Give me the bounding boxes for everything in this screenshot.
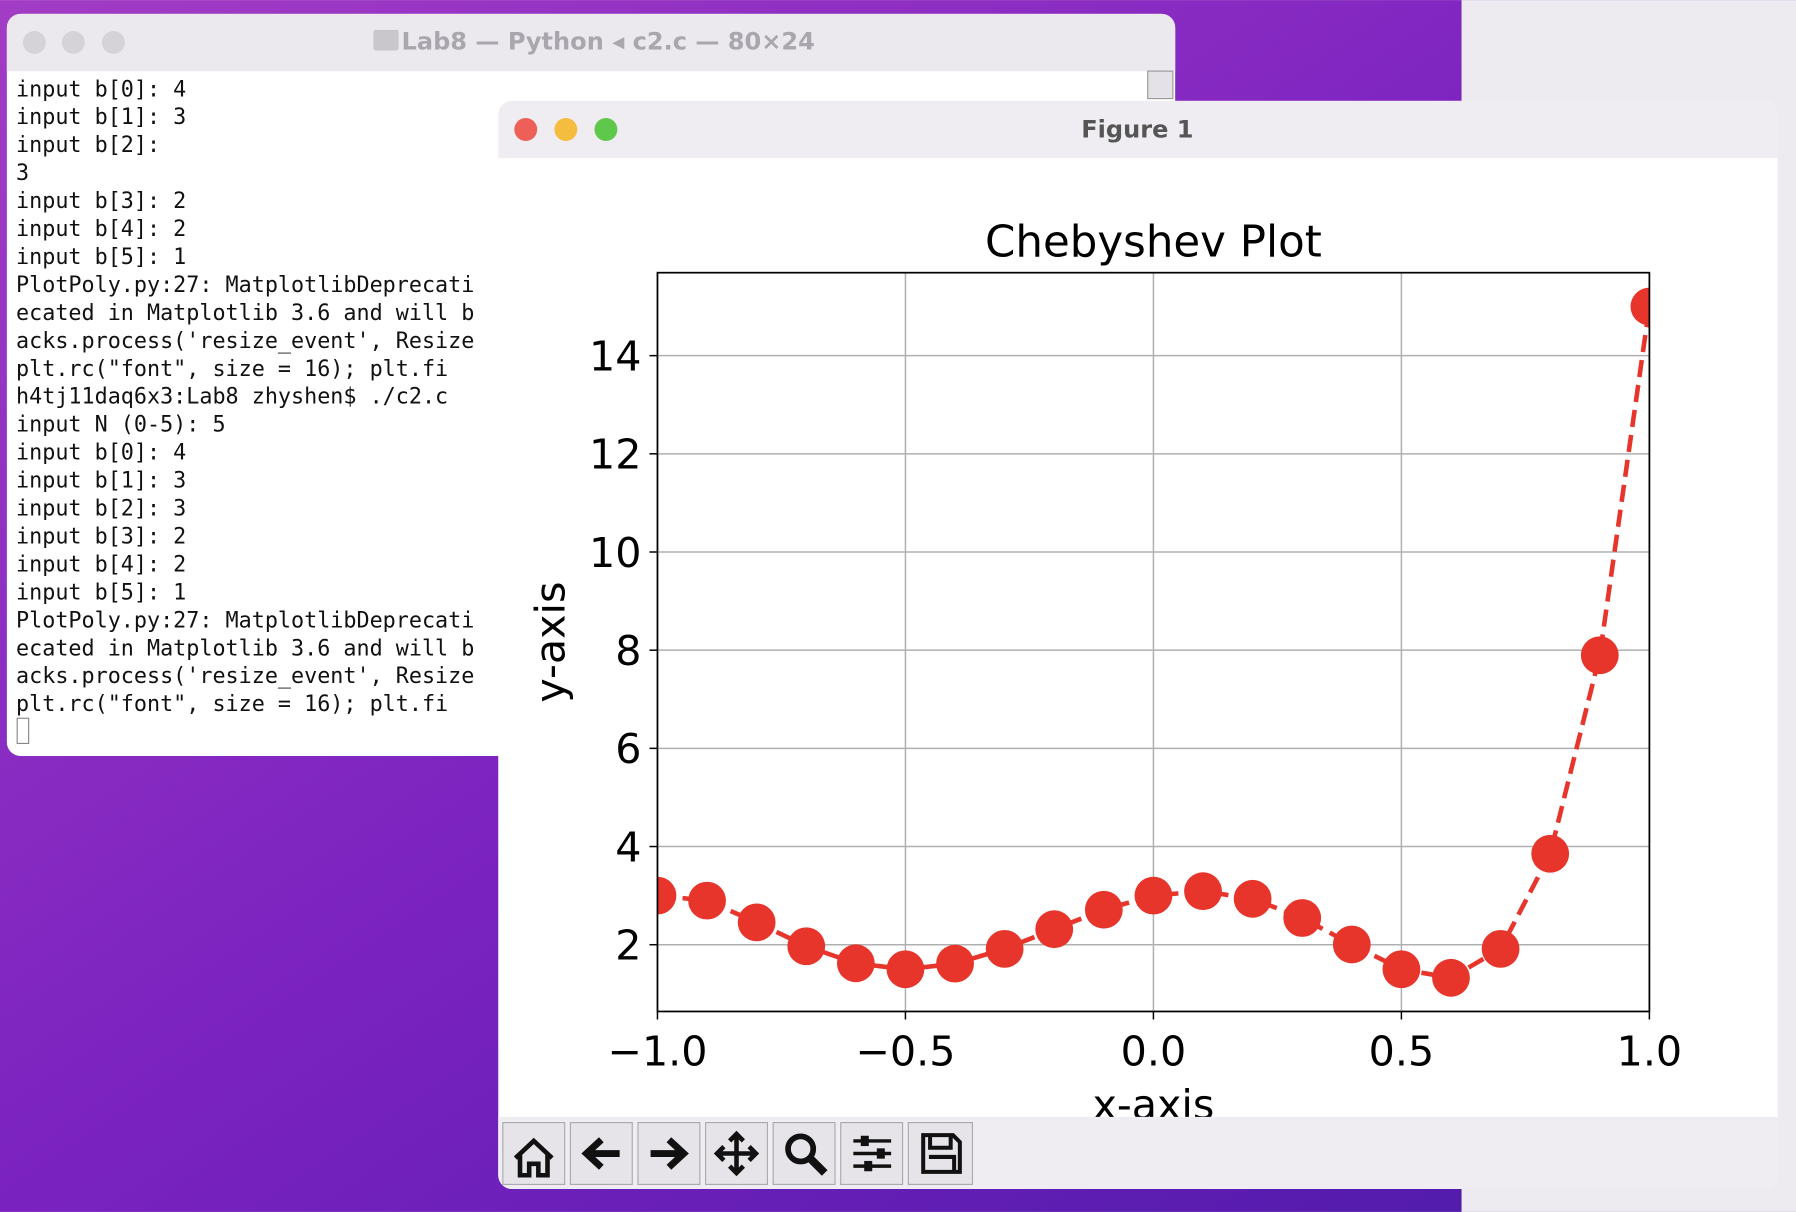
terminal-line: 3 [16, 161, 29, 186]
close-button[interactable] [514, 118, 538, 141]
terminal-line: input b[4]: 2 [16, 552, 186, 577]
data-point [737, 903, 776, 942]
slider [864, 1160, 873, 1172]
terminal-line: input b[1]: 3 [16, 105, 186, 130]
slider [876, 1148, 885, 1159]
data-point [1233, 879, 1272, 918]
terminal-line: ecated in Matplotlib 3.6 and will b [16, 636, 474, 661]
data-point [1630, 287, 1650, 326]
x-tick-label: 0.0 [1121, 1027, 1187, 1075]
zoom-tool-button[interactable] [772, 1122, 836, 1186]
y-tick-label: 2 [615, 922, 641, 970]
terminal-line: input b[2]: 3 [16, 497, 186, 522]
minimize-button[interactable] [554, 118, 578, 141]
home-icon [513, 1137, 554, 1178]
toolbar-buttons [502, 1122, 974, 1186]
figure-title: Figure 1 [1081, 116, 1193, 144]
data-point [787, 927, 826, 966]
scroll-icon[interactable] [1147, 70, 1174, 100]
chart-title: Chebyshev Plot [985, 218, 1322, 268]
terminal-line: input b[0]: 4 [16, 77, 186, 102]
x-tick-label: 1.0 [1617, 1027, 1683, 1075]
terminal-line: h4tj11daq6x3:Lab8 zhyshen$ ./c2.c [16, 385, 448, 410]
data-point [1580, 636, 1619, 675]
y-tick-label: 4 [615, 823, 641, 871]
zoom-button[interactable] [101, 31, 125, 54]
data-point [688, 881, 726, 920]
data-point [1332, 925, 1371, 964]
zoom-icon-handle [806, 1155, 828, 1176]
data-point [1481, 929, 1520, 968]
data-point [1084, 890, 1123, 929]
plot-area [657, 287, 1650, 997]
pan-icon [713, 1130, 760, 1177]
terminal-line: input b[3]: 2 [16, 524, 186, 549]
terminal-line: input b[4]: 2 [16, 217, 186, 242]
terminal-line: PlotPoly.py:27: MatplotlibDeprecati [16, 608, 474, 633]
terminal-line: input b[0]: 4 [16, 441, 186, 466]
y-tick-label: 6 [615, 725, 641, 773]
data-point [1035, 910, 1074, 949]
data-point [1134, 876, 1173, 915]
terminal-line: input b[1]: 3 [16, 469, 186, 494]
x-tick-label: −0.5 [855, 1027, 955, 1075]
terminal-titlebar [6, 13, 1176, 72]
zoom-icon [785, 1133, 817, 1165]
terminal-line: input b[5]: 1 [16, 580, 186, 605]
terminal-line: input b[3]: 2 [16, 189, 186, 214]
x-tick-label: 0.5 [1369, 1027, 1435, 1075]
data-point [1283, 899, 1322, 937]
y-tick-label: 10 [589, 529, 641, 577]
terminal-line: input N (0-5): 5 [16, 413, 226, 438]
y-tick-label: 14 [589, 333, 641, 381]
terminal-line: input b[5]: 1 [16, 245, 186, 270]
forward-icon [650, 1137, 689, 1170]
y-tick-label: 8 [615, 627, 641, 675]
terminal-line: acks.process('resize_event', Resize [16, 329, 474, 354]
save-button[interactable] [907, 1122, 974, 1186]
terminal-title: Lab8 — Python ◂ c2.c — 80×24 [402, 27, 815, 55]
terminal-line: PlotPoly.py:27: MatplotlibDeprecati [16, 273, 474, 298]
terminal-line: input b[2]: [16, 133, 160, 158]
data-point [1184, 872, 1222, 911]
y-tick-label: 12 [589, 431, 641, 479]
data-point [1432, 958, 1470, 997]
y-axis-label: y-axis [527, 582, 575, 703]
slider [860, 1135, 869, 1147]
x-tick-label: −1.0 [607, 1027, 707, 1075]
terminal-line: ecated in Matplotlib 3.6 and will b [16, 301, 474, 326]
terminal-line: plt.rc("font", size = 16); plt.fi [16, 357, 448, 382]
data-point [936, 944, 974, 983]
minimize-button[interactable] [61, 31, 85, 54]
cursor [16, 717, 30, 745]
figure-titlebar [498, 100, 1778, 159]
data-point [657, 876, 677, 915]
save-icon [921, 1133, 962, 1174]
home-button[interactable] [502, 1122, 566, 1186]
zoom-button[interactable] [594, 118, 618, 141]
data-point [886, 950, 925, 989]
terminal-line: acks.process('resize_event', Resize [16, 664, 474, 689]
data-point [985, 929, 1024, 968]
terminal-line: plt.rc("font", size = 16); plt.fi [16, 692, 448, 717]
data-point [836, 944, 875, 983]
folder-icon [373, 29, 399, 51]
figure-window: Figure 1 Chebyshev Plot 2 4 6 8 10 12 14 −1.0 −0.… [498, 100, 1778, 1190]
data-point [1382, 950, 1421, 989]
data-point [1531, 834, 1570, 873]
axes-frame [656, 271, 1651, 1013]
figure-frame [498, 100, 1778, 1190]
plot: Chebyshev Plot 2 4 6 8 10 12 14 −1.0 −0.5 0.0 0.5 1.… [527, 218, 1682, 1129]
close-button[interactable] [22, 31, 46, 54]
back-icon [581, 1137, 620, 1170]
